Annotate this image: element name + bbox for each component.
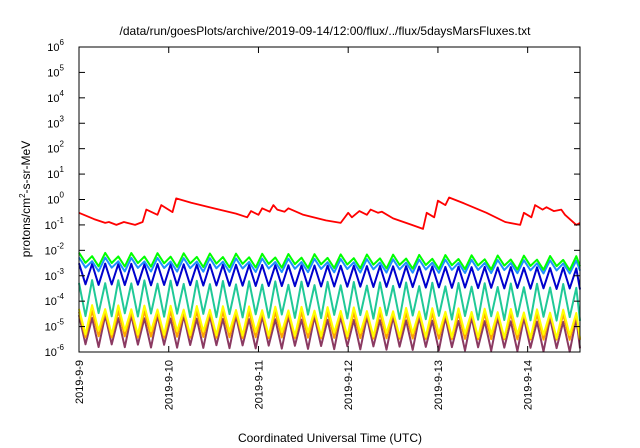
x-axis: 2019-9-9 2019-9-10 2019-9-11 2019-9-12 2019-… — [74, 47, 535, 410]
series-line — [78, 314, 581, 353]
x-tick-label: 2019-9-14 — [523, 360, 535, 410]
y-tick-label: 10-1 — [45, 216, 65, 232]
y-axis: 10-6 10-5 10-4 10-3 10-2 10-1 100 101 102 103 104 1… — [45, 38, 580, 359]
x-tick-label: 2019-9-12 — [343, 360, 355, 410]
y-axis-label: protons/cm2-s-sr-MeV — [18, 141, 33, 257]
x-axis-label: Coordinated Universal Time (UTC) — [238, 431, 422, 445]
series-line — [78, 279, 581, 322]
plot-frame — [78, 46, 581, 353]
y-tick-label: 103 — [47, 114, 64, 130]
y-tick-label: 10-4 — [45, 292, 65, 308]
series-line — [78, 256, 581, 275]
y-tick-label: 10-5 — [45, 318, 65, 334]
x-tick-label: 2019-9-10 — [164, 360, 176, 410]
y-tick-label: 104 — [47, 89, 64, 105]
y-tick-label: 10-2 — [45, 241, 65, 257]
y-tick-label: 10-6 — [45, 343, 65, 359]
series-line — [78, 251, 581, 272]
y-tick-label: 105 — [47, 63, 64, 79]
series-layer — [78, 196, 581, 353]
x-tick-label: 2019-9-9 — [74, 360, 86, 404]
series-line — [78, 304, 581, 340]
chart-title: /data/run/goesPlots/archive/2019-09-14/1… — [120, 24, 532, 38]
y-tick-label: 106 — [47, 38, 64, 54]
y-tick-label: 10-3 — [45, 267, 65, 283]
y-tick-label: 101 — [47, 165, 64, 181]
series-line — [78, 196, 581, 230]
x-tick-label: 2019-9-11 — [253, 360, 265, 409]
y-tick-label: 102 — [47, 140, 64, 156]
y-tick-label: 100 — [47, 191, 64, 207]
series-line — [78, 262, 581, 290]
x-tick-label: 2019-9-13 — [433, 360, 445, 410]
